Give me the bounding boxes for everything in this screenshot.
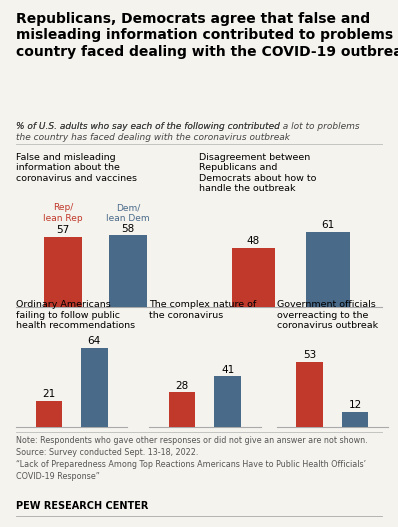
Text: PEW RESEARCH CENTER: PEW RESEARCH CENTER (16, 501, 148, 511)
Text: 21: 21 (42, 389, 56, 399)
Text: 64: 64 (88, 336, 101, 346)
Text: 48: 48 (247, 236, 260, 246)
Text: Ordinary Americans
failing to follow public
health recommendations: Ordinary Americans failing to follow pub… (16, 300, 135, 330)
Text: Government officials
overreacting to the
coronavirus outbreak: Government officials overreacting to the… (277, 300, 378, 330)
Bar (109, 236, 147, 307)
Text: Republicans, Democrats agree that false and
misleading information contributed t: Republicans, Democrats agree that false … (16, 12, 398, 59)
Text: 58: 58 (121, 223, 135, 233)
Text: 61: 61 (321, 220, 334, 230)
Bar (306, 232, 349, 307)
Text: 28: 28 (176, 380, 189, 391)
Bar (169, 393, 195, 427)
Text: False and misleading
information about the
coronavirus and vaccines: False and misleading information about t… (16, 153, 137, 183)
Bar (81, 348, 107, 427)
Bar (44, 237, 82, 307)
Text: 12: 12 (348, 401, 362, 410)
Text: Disagreement between
Republicans and
Democrats about how to
handle the outbreak: Disagreement between Republicans and Dem… (199, 153, 316, 193)
Bar (342, 412, 368, 427)
Text: The complex nature of
the coronavirus: The complex nature of the coronavirus (149, 300, 256, 320)
Text: % of U.S. adults who say each of the following contributed: % of U.S. adults who say each of the fol… (16, 122, 283, 131)
Text: % of U.S. adults who say each of the following contributed a lot to problems
the: % of U.S. adults who say each of the fol… (16, 122, 359, 142)
Text: Note: Respondents who gave other responses or did not give an answer are not sho: Note: Respondents who gave other respons… (16, 436, 367, 481)
Bar (232, 248, 275, 307)
Bar (36, 401, 62, 427)
Bar (297, 362, 323, 427)
Text: Rep/
lean Rep: Rep/ lean Rep (43, 203, 83, 223)
Text: 41: 41 (221, 365, 234, 375)
Text: Dem/
lean Dem: Dem/ lean Dem (106, 203, 150, 223)
Bar (215, 376, 241, 427)
Text: 53: 53 (303, 350, 316, 360)
Text: 57: 57 (57, 225, 70, 235)
